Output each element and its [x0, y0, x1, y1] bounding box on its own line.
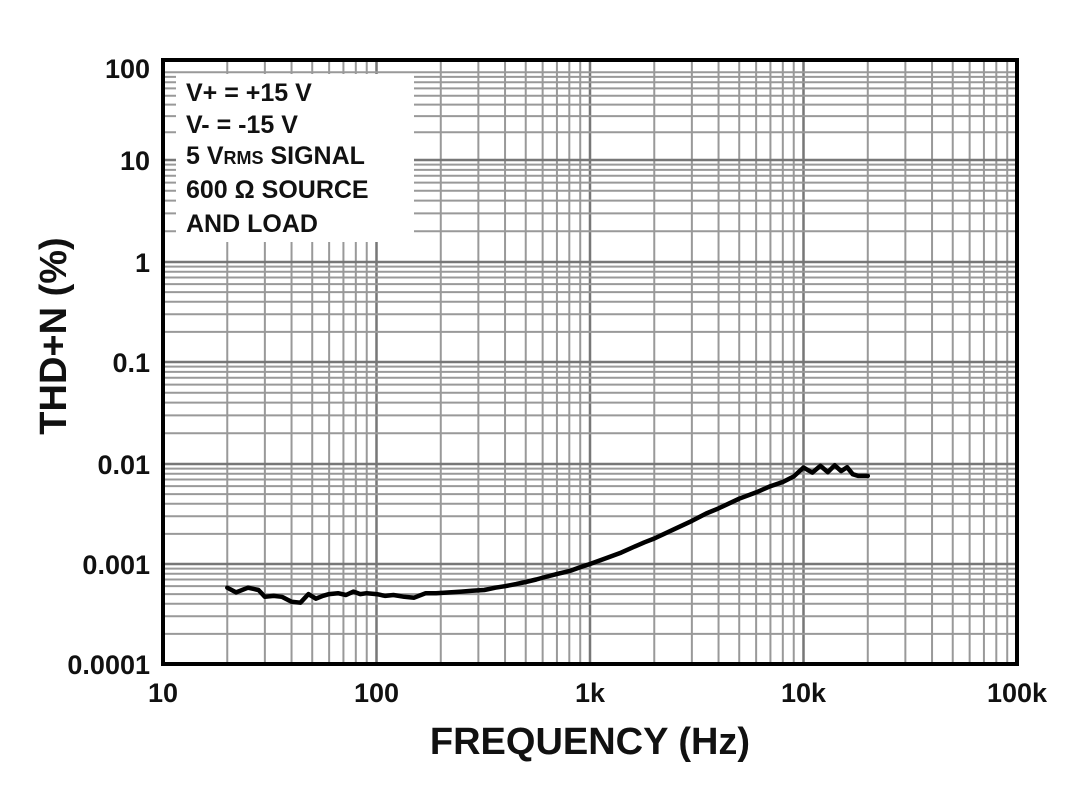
- plot-frame: [161, 58, 1019, 666]
- y-tick-label: 0.1: [112, 348, 150, 378]
- data-point: [484, 590, 485, 591]
- data-point: [300, 602, 301, 603]
- data-point: [346, 595, 347, 596]
- data-point: [322, 595, 323, 596]
- data-point: [264, 596, 265, 597]
- y-tick-label: 100: [105, 54, 150, 84]
- data-point: [393, 595, 394, 596]
- data-point: [425, 593, 426, 594]
- data-point: [495, 587, 496, 588]
- data-point: [782, 482, 783, 483]
- data-point: [414, 597, 415, 598]
- data-point: [718, 508, 719, 509]
- annotation-line-signal: 5 VRMS SIGNAL: [186, 142, 365, 170]
- data-point: [236, 592, 237, 593]
- data-point: [436, 593, 437, 594]
- data-point: [569, 571, 570, 572]
- data-point: [227, 587, 228, 588]
- conditions-annotation: V+ = +15 V V- = -15 V 5 VRMS SIGNAL 600 …: [176, 74, 414, 242]
- data-point: [606, 557, 607, 558]
- y-tick-label: 1: [135, 248, 150, 278]
- x-tick-label: 100k: [987, 678, 1048, 708]
- annotation-signal-sub: RMS: [224, 148, 264, 168]
- data-point: [461, 591, 462, 592]
- x-tick-label: 10: [148, 678, 178, 708]
- data-point: [858, 475, 859, 476]
- data-point: [820, 465, 821, 466]
- data-point: [847, 467, 848, 468]
- data-point: [691, 520, 692, 521]
- data-point: [536, 579, 537, 580]
- data-point: [291, 601, 292, 602]
- x-tick-label: 1k: [575, 678, 606, 708]
- x-axis-title: FREQUENCY (Hz): [430, 721, 750, 763]
- data-point: [867, 475, 868, 476]
- series-line: [225, 463, 871, 605]
- data-point: [644, 542, 645, 543]
- data-point: [338, 593, 339, 594]
- data-point: [739, 498, 740, 499]
- data-point: [516, 584, 517, 585]
- data-point: [558, 573, 559, 574]
- data-point: [812, 472, 813, 473]
- data-point: [315, 598, 316, 599]
- data-point: [621, 552, 622, 553]
- data-point: [706, 513, 707, 514]
- data-point: [385, 595, 386, 596]
- data-point: [654, 538, 655, 539]
- annotation-line-vminus: V- = -15 V: [186, 111, 298, 139]
- data-point: [834, 465, 835, 466]
- data-point: [505, 586, 506, 587]
- data-point: [756, 492, 757, 493]
- annotation-signal-pre: 5 V: [186, 142, 224, 170]
- data-point: [827, 472, 828, 473]
- x-tick-label: 10k: [781, 678, 827, 708]
- data-point: [353, 591, 354, 592]
- y-tick-label: 0.01: [97, 450, 150, 480]
- data-point: [852, 474, 853, 475]
- annotation-line-load: AND LOAD: [186, 210, 318, 238]
- data-point: [525, 582, 526, 583]
- data-point: [675, 528, 676, 529]
- x-tick-label: 100: [354, 678, 399, 708]
- data-point: [404, 596, 405, 597]
- data-point: [360, 594, 361, 595]
- annotation-line-source: 600 Ω SOURCE: [186, 176, 369, 204]
- data-point: [793, 476, 794, 477]
- data-point: [580, 567, 581, 568]
- annotation-signal-post: SIGNAL: [264, 142, 365, 170]
- data-point: [590, 564, 591, 565]
- y-tick-label: 10: [120, 146, 150, 176]
- data-point: [273, 595, 274, 596]
- data-point: [366, 593, 367, 594]
- data-point: [258, 590, 259, 591]
- annotation-background: [176, 74, 414, 242]
- y-tick-label: 0.0001: [67, 650, 150, 680]
- y-tick-labels: 0.0001 0.001 0.01 0.1 1 10 100: [67, 54, 150, 680]
- y-tick-label: 0.001: [82, 550, 150, 580]
- x-tick-labels: 10 100 1k 10k 100k: [148, 678, 1048, 708]
- data-point: [547, 576, 548, 577]
- data-point: [841, 471, 842, 472]
- data-point: [281, 596, 282, 597]
- data-point: [329, 594, 330, 595]
- y-axis-title: THD+N (%): [33, 237, 75, 434]
- data-point: [449, 592, 450, 593]
- data-point: [472, 590, 473, 591]
- data-point: [633, 547, 634, 548]
- data-point: [308, 594, 309, 595]
- data-point: [248, 587, 249, 588]
- data-point: [770, 486, 771, 487]
- data-point: [803, 467, 804, 468]
- annotation-line-vplus: V+ = +15 V: [186, 79, 312, 107]
- series-layer: [225, 463, 871, 605]
- data-point: [376, 594, 377, 595]
